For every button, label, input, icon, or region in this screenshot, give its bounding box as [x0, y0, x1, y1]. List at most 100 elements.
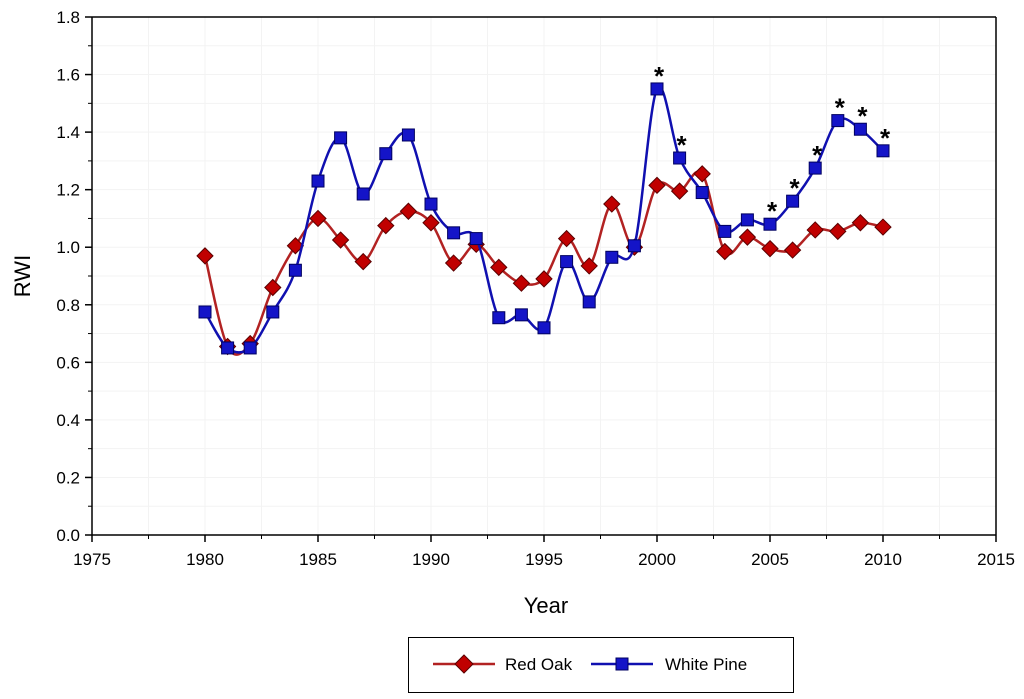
x-tick-label: 1985 — [299, 550, 337, 569]
data-point-square — [424, 197, 438, 211]
data-point-square — [198, 305, 212, 319]
data-point-square — [695, 186, 709, 200]
data-point-square — [243, 341, 257, 355]
data-point-diamond — [761, 239, 779, 258]
significance-annotations: * * * * * * * * — [654, 61, 891, 226]
legend-red-oak-diamond-icon — [454, 654, 474, 674]
x-tick-label: 2015 — [977, 550, 1015, 569]
data-point-diamond — [603, 195, 621, 213]
data-point-square — [718, 224, 732, 238]
data-point-diamond — [670, 182, 689, 200]
data-point-square — [401, 128, 415, 142]
data-point-square — [763, 217, 777, 231]
gridlines — [91, 16, 997, 536]
data-point-diamond — [783, 241, 802, 259]
data-point-square — [853, 122, 867, 136]
y-tick-label: 1.4 — [56, 123, 80, 142]
x-tick-label: 2000 — [638, 550, 676, 569]
data-point-diamond — [716, 242, 734, 261]
data-point-diamond — [648, 176, 666, 195]
significance-star: * — [835, 93, 846, 123]
data-point-square — [740, 213, 754, 227]
x-tick-label: 1980 — [186, 550, 224, 569]
data-point-diamond — [422, 214, 440, 232]
data-point-square — [582, 295, 596, 309]
data-point-diamond — [512, 274, 531, 292]
data-point-diamond — [264, 278, 282, 297]
data-point-square — [221, 341, 235, 355]
significance-star: * — [790, 173, 801, 203]
data-point-square — [379, 147, 393, 161]
data-point-diamond — [557, 229, 576, 248]
data-point-diamond — [693, 165, 711, 183]
data-point-square — [831, 114, 845, 128]
data-point-diamond — [399, 202, 418, 220]
y-tick-label: 0.6 — [56, 353, 80, 372]
data-point-square — [537, 321, 551, 335]
data-point-square — [786, 194, 800, 208]
data-point-diamond — [829, 222, 847, 241]
y-tick-label: 0.4 — [56, 411, 80, 430]
legend: Red Oak White Pine — [408, 637, 794, 693]
data-point-diamond — [444, 254, 463, 272]
series-white-pine — [198, 82, 890, 355]
data-point-diamond — [874, 218, 892, 236]
x-tick-label: 1995 — [525, 550, 563, 569]
series-layer — [196, 82, 892, 356]
data-point-square — [311, 174, 325, 188]
data-point-square — [605, 250, 619, 264]
data-point-square — [469, 232, 483, 246]
significance-star: * — [857, 101, 868, 131]
y-tick-label: 0.8 — [56, 296, 80, 315]
y-axis-title: RWI — [10, 255, 35, 297]
data-point-square — [356, 187, 370, 201]
y-tick-label: 1.0 — [56, 238, 80, 257]
y-tick-label: 1.8 — [56, 8, 80, 27]
y-tick-label: 1.2 — [56, 181, 80, 200]
y-ticks: 0.0 0.2 0.4 0.6 0.8 1.0 1.2 1.4 1.6 1.8 — [56, 8, 92, 545]
data-point-diamond — [806, 221, 824, 239]
significance-star: * — [812, 140, 823, 170]
significance-star: * — [654, 61, 665, 91]
data-point-diamond — [286, 237, 305, 255]
data-point-diamond — [851, 214, 870, 232]
data-point-diamond — [309, 209, 327, 228]
legend-label-red-oak: Red Oak — [505, 655, 573, 674]
significance-star: * — [767, 196, 778, 226]
data-point-square — [334, 131, 348, 145]
data-point-square — [627, 239, 641, 253]
significance-star: * — [677, 130, 688, 160]
data-point-square — [673, 151, 687, 165]
data-point-diamond — [580, 257, 598, 275]
data-point-diamond — [535, 270, 553, 288]
data-point-square — [288, 263, 302, 277]
data-point-square — [514, 308, 528, 322]
data-point-square — [447, 226, 461, 240]
x-tick-label: 1975 — [73, 550, 111, 569]
data-point-square — [650, 82, 664, 96]
x-axis-title: Year — [524, 593, 568, 618]
data-point-square — [492, 311, 506, 325]
y-tick-label: 0.2 — [56, 468, 80, 487]
data-point-diamond — [196, 247, 214, 265]
data-point-diamond — [377, 216, 395, 235]
significance-star: * — [880, 123, 891, 153]
data-point-diamond — [331, 231, 350, 249]
data-point-square — [808, 161, 822, 175]
x-tick-label: 1990 — [412, 550, 450, 569]
y-tick-label: 0.0 — [56, 526, 80, 545]
legend-label-white-pine: White Pine — [665, 655, 747, 674]
data-point-square — [876, 144, 890, 158]
data-point-diamond — [354, 252, 372, 271]
data-point-diamond — [490, 258, 508, 277]
data-point-square — [560, 255, 574, 269]
series-red-oak — [196, 165, 892, 356]
legend-graphic: Red Oak White Pine — [433, 654, 747, 674]
y-tick-label: 1.6 — [56, 66, 80, 85]
x-tick-label: 2005 — [751, 550, 789, 569]
data-point-diamond — [738, 228, 757, 246]
legend-white-pine-square-icon — [615, 657, 629, 671]
data-point-square — [266, 305, 280, 319]
x-tick-label: 2010 — [864, 550, 902, 569]
